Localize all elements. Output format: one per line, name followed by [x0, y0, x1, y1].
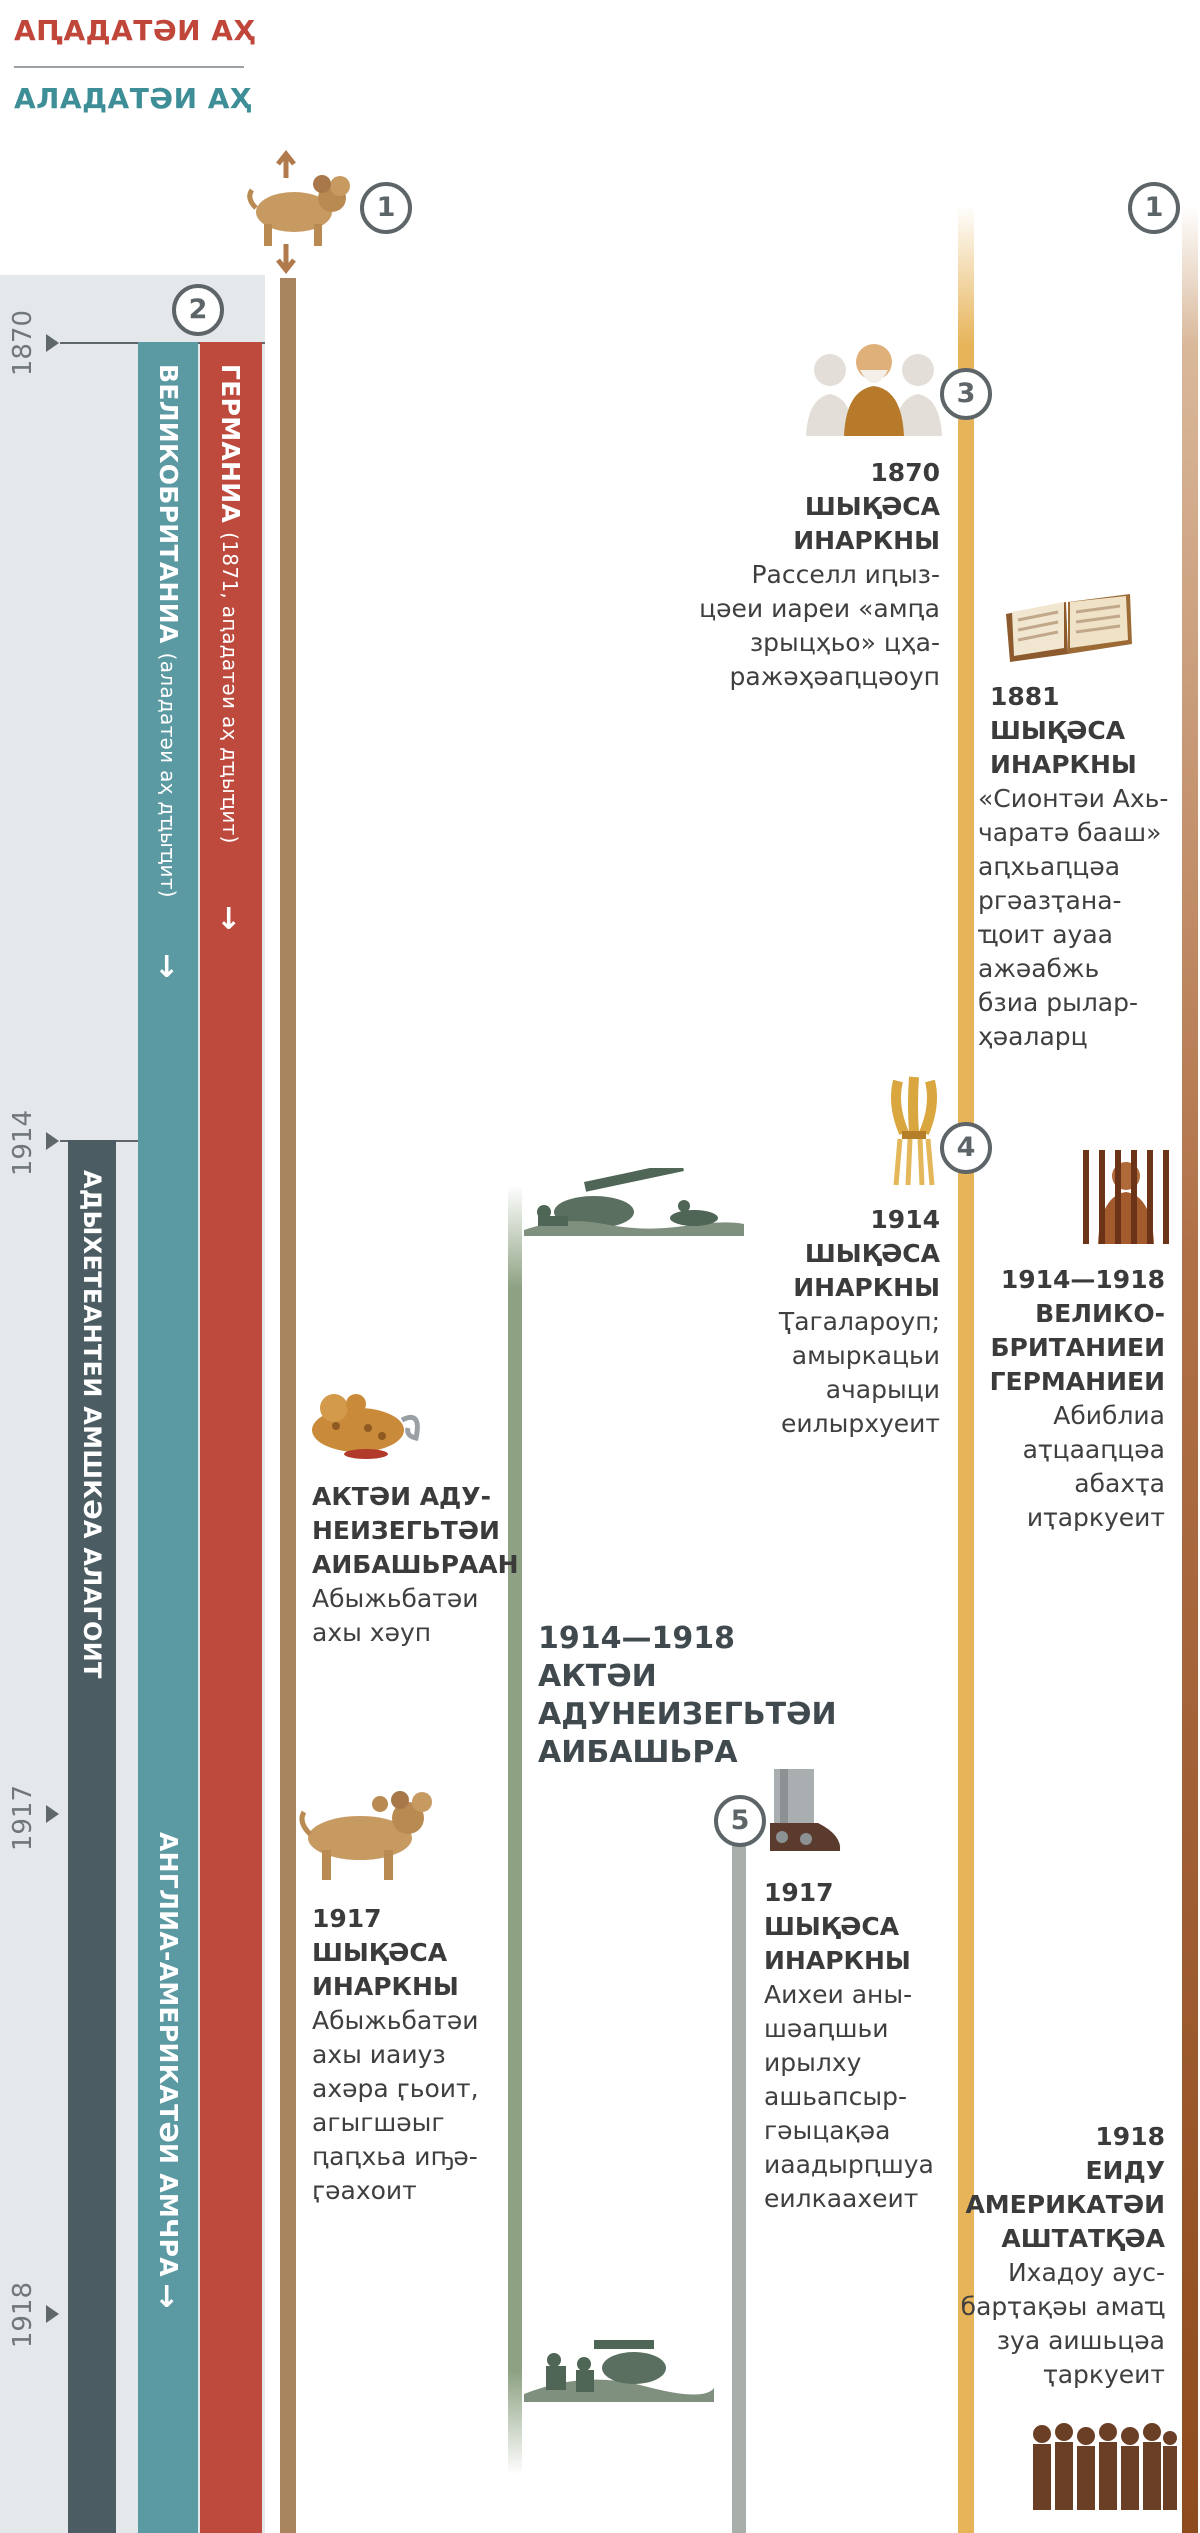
wheat-sheaf-icon — [891, 1076, 937, 1186]
year-marker-1917 — [46, 1805, 59, 1823]
event-wound-heading: АКТӘИ АДУ- НЕИЗЕГЬТӘИ АИБАШЬРААН — [312, 1482, 519, 1579]
anglo-american-arrow-icon: ↓ — [154, 2280, 180, 2315]
prison-bars-icon — [1083, 1150, 1169, 1244]
germany-bar: ГЕРМАНИА (1871, аԥадатәи аҳ дҵыҵит) ↓ — [200, 342, 262, 2533]
brothers-group-icon — [1033, 2423, 1177, 2510]
event-1881: 1881 ШЫҚӘСА ИНАРКНЫ «Сионтәи Ахь- чаратә… — [978, 680, 1200, 1054]
year-marker-1918 — [46, 2305, 59, 2323]
britain-title: ВЕЛИКОБРИТАНИА — [154, 364, 183, 644]
event-1914-1918-right: 1914—1918 ВЕЛИКО- БРИТАНИЕИ ГЕРМАНИЕИ Аб… — [960, 1263, 1165, 1535]
event-1914-1918-right-heading: 1914—1918 ВЕЛИКО- БРИТАНИЕИ ГЕРМАНИЕИ — [989, 1265, 1165, 1396]
iron-clay-feet-icon — [770, 1769, 841, 1851]
year-marker-1914 — [46, 1132, 59, 1150]
event-1881-heading: 1881 ШЫҚӘСА ИНАРКНЫ — [990, 682, 1137, 779]
beast-with-arrows-icon — [247, 150, 350, 275]
year-label-1918: 1918 — [8, 2282, 38, 2349]
event-1917-left: 1917 ШЫҚӘСА ИНАРКНЫ Абыжьбатәи ахы иаиуз… — [312, 1902, 512, 2208]
right-timeline — [1182, 205, 1198, 2533]
marker-5: 5 — [714, 1795, 766, 1847]
marker-4: 4 — [940, 1122, 992, 1174]
soldiers-icon-bottom — [524, 2340, 714, 2402]
britain-note: (аладатәи аҳ дҵыҵит) — [156, 652, 180, 898]
event-1917-left-text: Абыжьбатәи ахы иаиуз ахәра ӷьоит, агыгшә… — [312, 2006, 479, 2205]
legend-second-king: АЛАДАТӘИ АҲ — [14, 82, 253, 115]
beast-timeline — [280, 278, 296, 2533]
year-marker-1870 — [46, 334, 59, 352]
event-1917-mid: 1917 ШЫҚӘСА ИНАРКНЫ Аихеи аны- шәаԥшьи и… — [764, 1876, 944, 2216]
world-power-bar: АДЫХЕТЕАНТЕИ АМШКӘА АЛАГОИТ — [68, 1140, 116, 2533]
wheat-timeline — [958, 205, 974, 2533]
event-1918: 1918 ЕИДУ АМЕРИКАТӘИ АШТАТҚӘА Ихадоу аус… — [950, 2120, 1165, 2392]
event-1917-mid-text: Аихеи аны- шәаԥшьи ирылху ашьапсыр- гәыц… — [764, 1980, 934, 2213]
event-1870: 1870 ШЫҚӘСА ИНАРКНЫ Расселл иԥыз- цәеи и… — [640, 456, 940, 694]
event-1870-text: Расселл иԥыз- цәеи иареи «амԥа зрыцҳьо» … — [699, 560, 940, 691]
germany-label: ГЕРМАНИА (1871, аԥадатәи аҳ дҵыҵит) — [216, 364, 245, 844]
marker-2: 2 — [172, 284, 224, 336]
healed-beast-icon — [299, 1791, 432, 1880]
soldiers-icon-top — [524, 1168, 744, 1236]
world-power-label: АДЫХЕТЕАНТЕИ АМШКӘА АЛАГОИТ — [78, 1170, 106, 1679]
germany-note: (1871, аԥадатәи аҳ дҵыҵит) — [218, 532, 242, 844]
wounded-beast-icon — [312, 1394, 420, 1459]
event-1917-left-heading: 1917 ШЫҚӘСА ИНАРКНЫ — [312, 1904, 459, 2001]
britain-label: ВЕЛИКОБРИТАНИА (аладатәи аҳ дҵыҵит) — [154, 364, 183, 898]
event-wound: АКТӘИ АДУ- НЕИЗЕГЬТӘИ АИБАШЬРААН Абыжьба… — [312, 1480, 519, 1650]
event-1914-1918-right-text: Абиблиа аҭцааԥцәа абахҭа иҭаркуеит — [1022, 1401, 1165, 1532]
event-wound-text: Абыжьбатәи ахы хәуп — [312, 1584, 479, 1647]
event-1918-heading: 1918 ЕИДУ АМЕРИКАТӘИ АШТАТҚӘА — [965, 2122, 1165, 2253]
year-label-1914: 1914 — [8, 1110, 38, 1177]
legend-divider — [14, 66, 244, 68]
britain-arrow-icon: ↓ — [154, 950, 180, 985]
event-1870-heading: 1870 ШЫҚӘСА ИНАРКНЫ — [793, 458, 940, 555]
event-1914: 1914 ШЫҚӘСА ИНАРКНЫ Ҭагалароуп; амыркаць… — [700, 1203, 940, 1441]
event-1918-text: Ихадоу аус- барҭақәы амаҵ зуа аишьцәа ҭа… — [960, 2258, 1165, 2389]
feet-timeline — [732, 1810, 746, 2533]
year-label-1870: 1870 — [8, 310, 38, 377]
war-title: 1914—1918 АКТӘИ АДУНЕИЗЕГЬТӘИ АИБАШЬРА — [538, 1621, 837, 1770]
event-1914-heading: 1914 ШЫҚӘСА ИНАРКНЫ — [793, 1205, 940, 1302]
britain-bar: ВЕЛИКОБРИТАНИА (аладатәи аҳ дҵыҵит) ↓ АН… — [138, 342, 198, 2533]
marker-1-left: 1 — [360, 182, 412, 234]
year-label-1917: 1917 — [8, 1785, 38, 1852]
war-timeline — [508, 1185, 522, 2475]
germany-arrow-icon: ↓ — [216, 902, 242, 937]
germany-title: ГЕРМАНИА — [216, 364, 245, 524]
marker-3: 3 — [940, 368, 992, 420]
event-1917-mid-heading: 1917 ШЫҚӘСА ИНАРКНЫ — [764, 1878, 911, 1975]
event-1914-text: Ҭагалароуп; амыркацьи ачарыци еилырхуеит — [778, 1307, 940, 1438]
anglo-american-label: АНГЛИА-АМЕРИКАТӘИ АМЧРА — [154, 1832, 183, 2277]
marker-1-right: 1 — [1128, 182, 1180, 234]
open-book-icon — [1006, 594, 1132, 662]
legend-first-king: АԤАДАТӘИ АҲ — [14, 14, 256, 47]
event-1881-text: «Сионтәи Ахь- чаратә бааш» аԥхьаԥцәа ргә… — [978, 784, 1169, 1051]
russell-group-icon — [806, 344, 942, 436]
